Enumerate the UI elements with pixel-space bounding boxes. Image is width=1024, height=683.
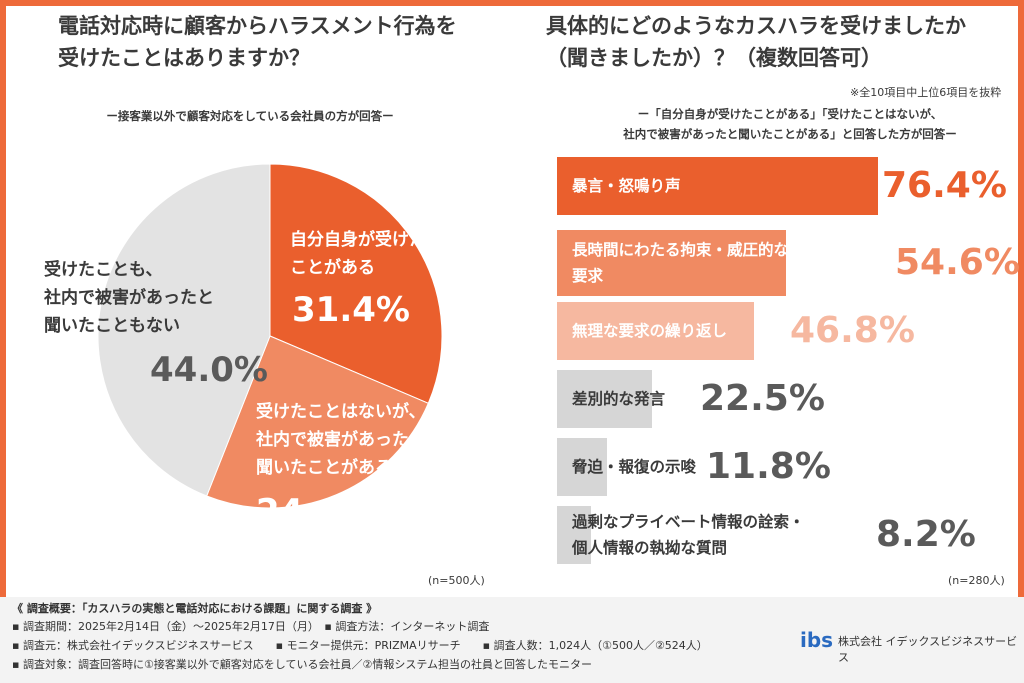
bar-value-1: 76.4% (882, 165, 1007, 206)
right-n-label: (n=280人) (948, 574, 1005, 587)
pie-slice-self (269, 163, 443, 404)
company-logo: ibs (800, 628, 834, 652)
footer-summary-title: 《 調査概要：「カスハラの実態と電話対応における課題」に関する調査 》 (12, 602, 378, 615)
bar-label-3: 無理な要求の繰り返し (572, 322, 728, 340)
bar-label-1: 暴言・怒鳴り声 (572, 177, 681, 195)
pie-slice-none (97, 163, 271, 497)
right-note: ※全10項目中上位6項目を抜粋 (850, 86, 1002, 99)
right-subtitle: ー「自分自身が受けたことがある」「受けたことはないが、 社内で被害があったと聞い… (623, 107, 957, 141)
left-title: 電話対応時に顧客からハラスメント行為を 受けたことはありますか？ (58, 14, 457, 70)
slice-label-heard: 受けたことはないが、 社内で被害があったと 聞いたことがある (256, 402, 426, 478)
bar-label-6: 過剰なプライベート情報の詮索・ 個人情報の執拗な質問 (572, 513, 805, 557)
right-title: 具体的にどのようなカスハラを受けましたか （聞きましたか）？（複数回答可） (546, 14, 966, 70)
bar-4 (557, 370, 652, 428)
slice-label-none: 受けたことも、 社内で被害があったと 聞いたこともない (44, 260, 214, 336)
slice-label-self: 自分自身が受けた ことがある (290, 230, 426, 278)
bar-1 (557, 157, 878, 215)
left-n-label: (n=500人) (428, 574, 485, 587)
company-name: 株式会社 イデックスビジネスサービス (838, 635, 1018, 664)
slice-value-heard: 24.6% (256, 492, 374, 532)
bar-label-5: 脅迫・報復の示唆 (572, 458, 697, 476)
bar-value-5: 11.8% (706, 446, 831, 487)
bar-6 (557, 506, 591, 564)
bar-label-2: 長時間にわたる拘束・威圧的な 要求 (572, 241, 790, 285)
bar-value-6: 8.2% (876, 514, 976, 555)
footer-panel (0, 597, 1024, 683)
footer-period: ▪ 調査期間：2025年2月14日（金）〜2025年2月17日（月） ▪ 調査方… (12, 620, 490, 633)
slice-value-none: 44.0% (150, 350, 268, 390)
footer-target: ▪ 調査対象：調査回答時に①接客業以外で顧客対応をしている会社員／②情報システム… (12, 658, 593, 671)
bar-3 (557, 302, 754, 360)
footer-source: ▪ 調査元：株式会社イデックスビジネスサービス ▪ モニター提供元：PRIZMA… (12, 639, 708, 652)
bar-value-4: 22.5% (700, 378, 825, 419)
bar-value-3: 46.8% (790, 310, 915, 351)
bar-5 (557, 438, 607, 496)
bar-label-4: 差別的な発言 (572, 390, 666, 408)
pie-slice-heard (206, 335, 429, 509)
bar-2 (557, 230, 786, 296)
left-subtitle: ー接客業以外で顧客対応をしている会社員の方が回答ー (106, 109, 394, 123)
bar-value-2: 54.6% (895, 242, 1020, 283)
slice-value-self: 31.4% (292, 290, 410, 330)
